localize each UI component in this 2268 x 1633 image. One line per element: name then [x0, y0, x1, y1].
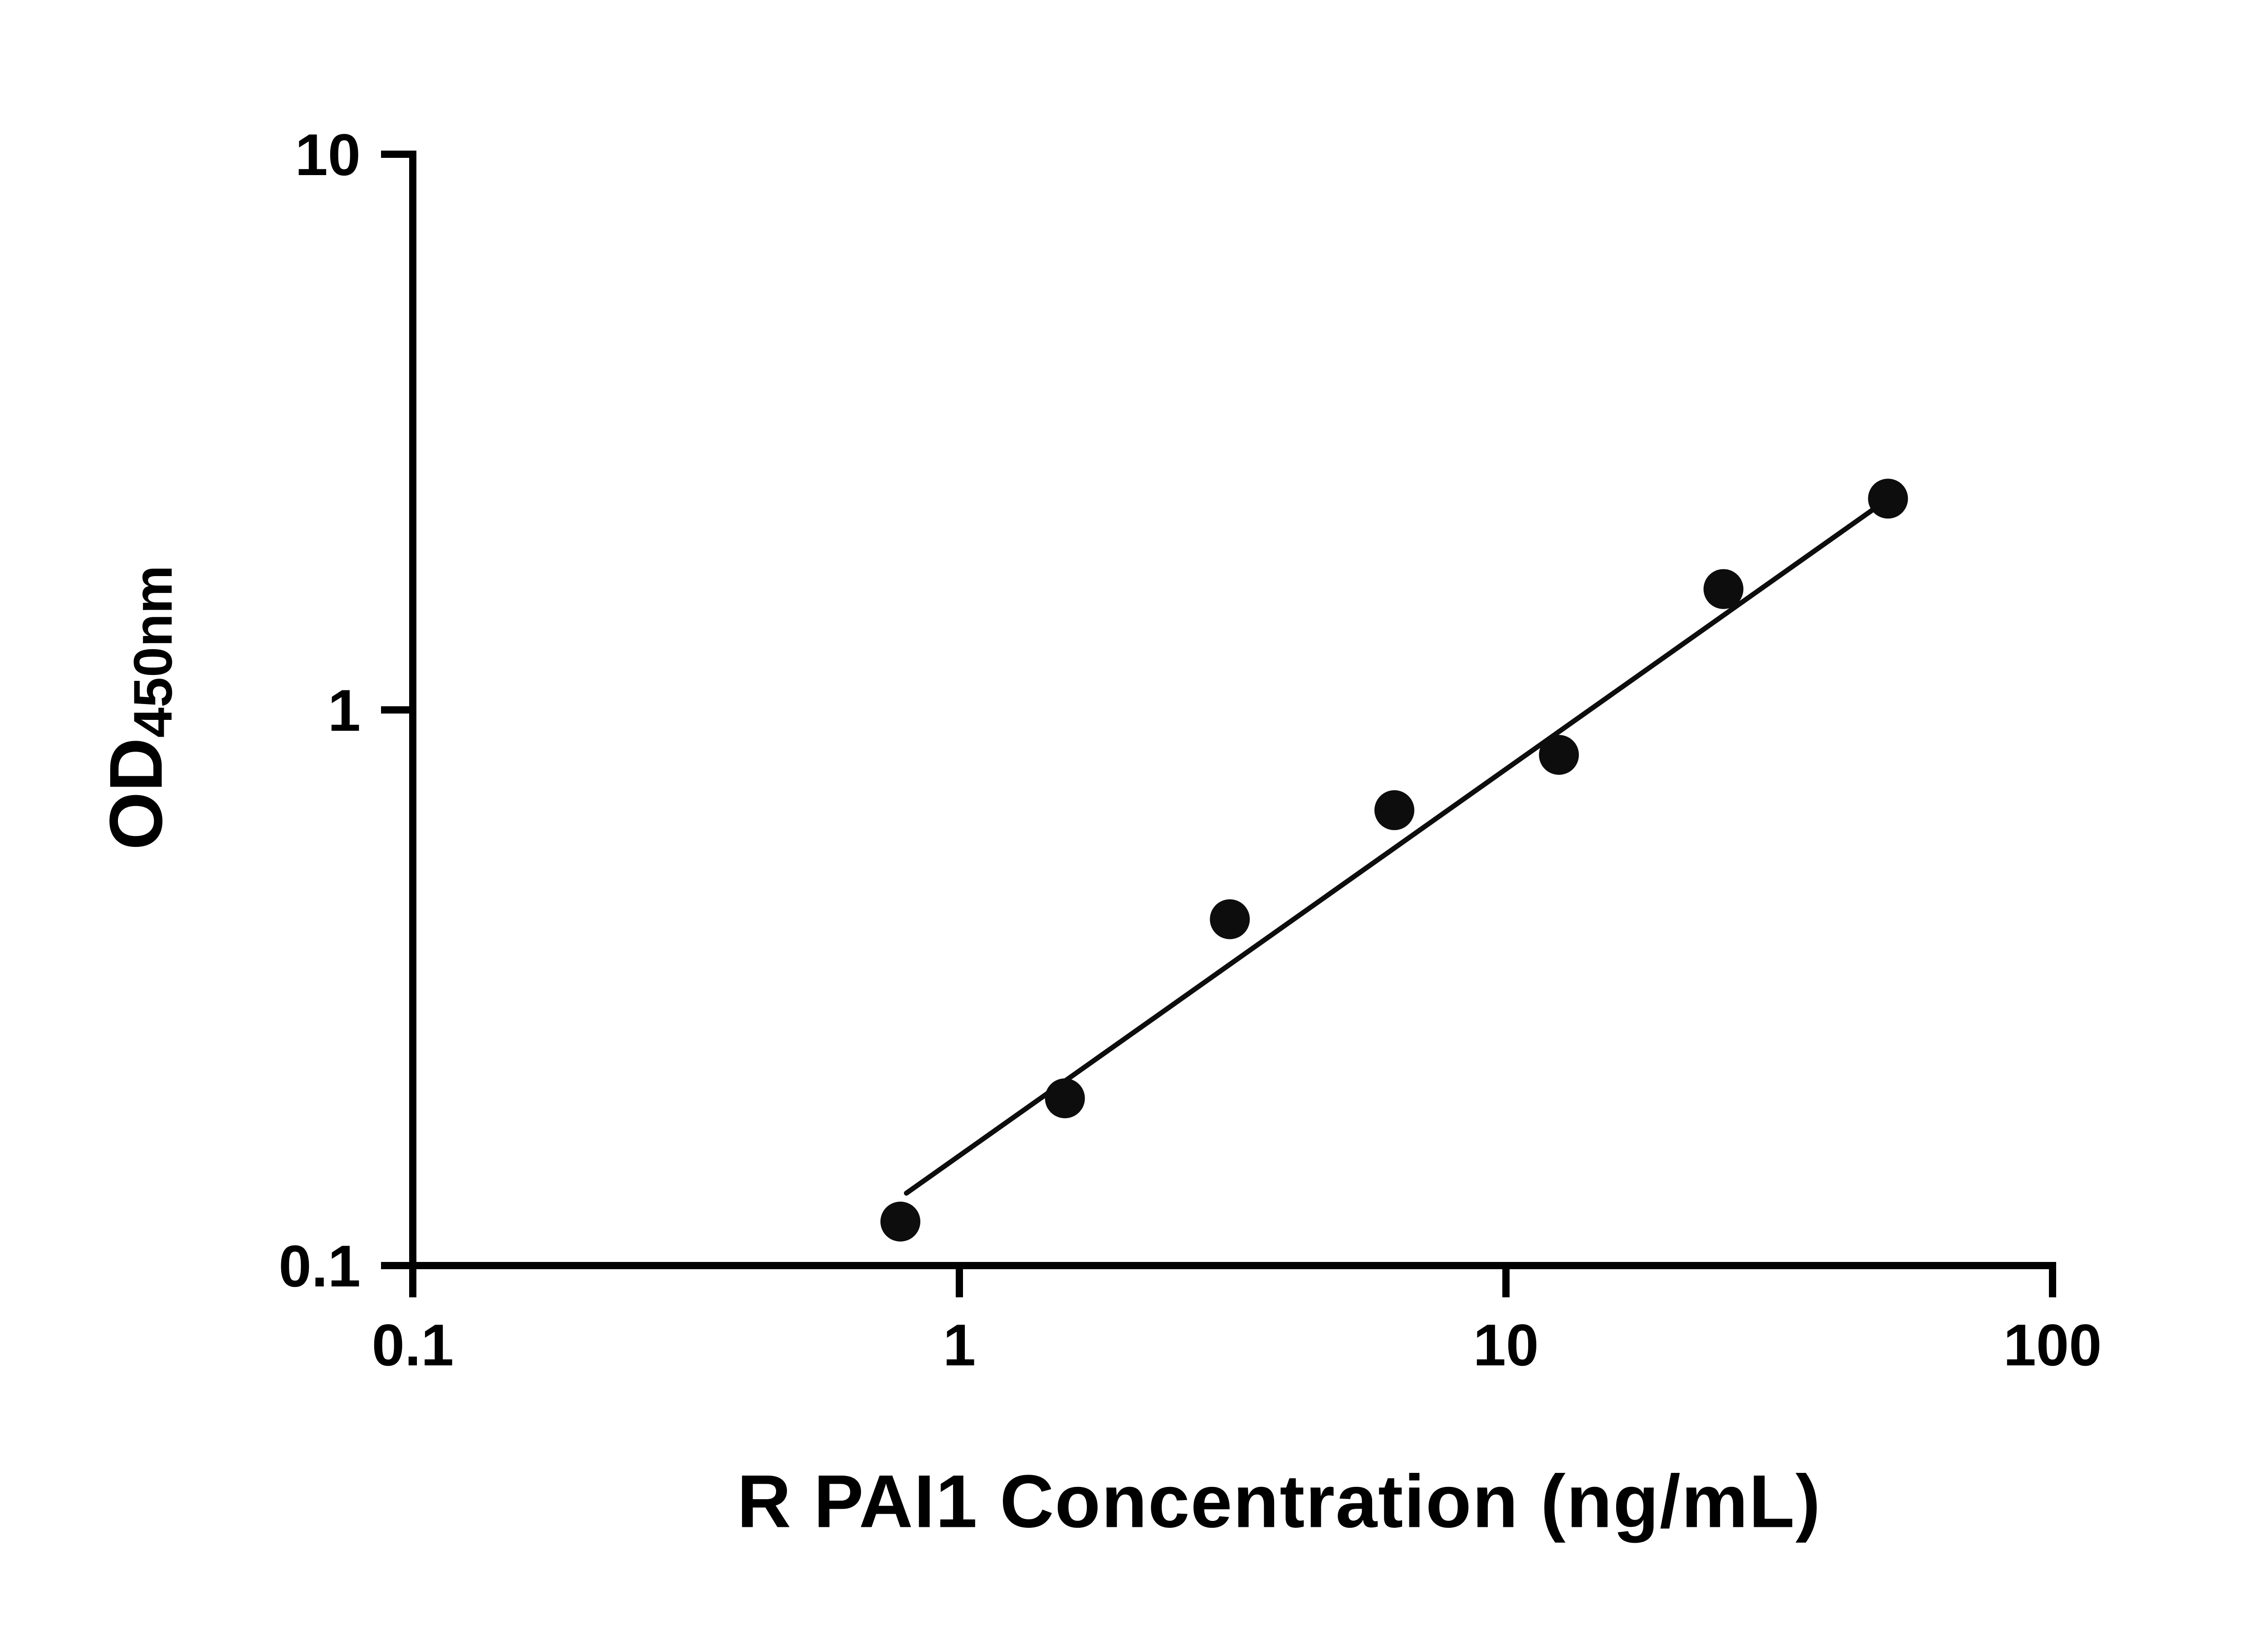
y-axis-tick-label: 1 — [328, 677, 361, 743]
y-axis-title-sub: 450nm — [122, 565, 184, 738]
data-point — [880, 1202, 920, 1242]
trend-line — [904, 493, 1896, 1196]
x-axis-tick-label: 1 — [943, 1312, 976, 1378]
data-point — [1045, 1078, 1085, 1119]
data-point — [1539, 735, 1579, 775]
y-axis-title-main: OD — [94, 738, 178, 850]
data-point — [1703, 569, 1744, 609]
x-axis-tick-label: 10 — [1473, 1312, 1539, 1378]
x-axis-tick-label: 0.1 — [372, 1312, 454, 1378]
y-axis-tick-label: 10 — [295, 122, 361, 188]
x-axis-tick-label: 100 — [2004, 1312, 2102, 1378]
data-point — [1210, 899, 1250, 939]
data-point — [1374, 790, 1415, 831]
y-axis-title: OD450nm — [93, 565, 184, 850]
data-point — [1868, 479, 1908, 519]
x-axis-title: R PAI1 Concentration (ng/mL) — [737, 1459, 1822, 1543]
y-axis-tick-label: 0.1 — [279, 1233, 361, 1299]
